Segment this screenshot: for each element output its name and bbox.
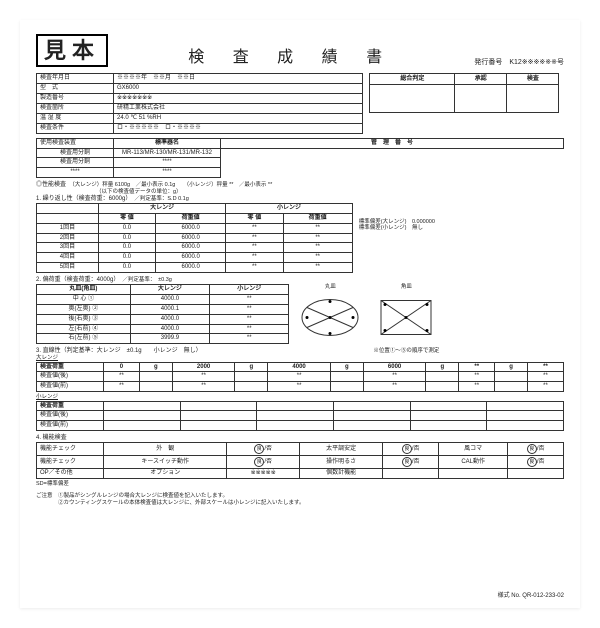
linearity-large-table: 検査荷重0g2000g4000g6000g**g**検査値(後)********… xyxy=(36,362,564,393)
performance-section: ◎性能検査 （大レンジ）秤量 6100g ／最小表示 0.1g （小レンジ）秤量… xyxy=(36,182,564,196)
repeatability-table: 大レンジ小レンジ 零 値荷重値零 値荷重値 1回目0.06000.0****2回… xyxy=(36,203,353,273)
cornerload-title: 2. 偏荷重（検査荷重：4000g） ／判定基準： ±0.3g xyxy=(36,277,564,284)
cornerload-table: 丸皿(角皿)大レンジ小レンジ 中 心 ①4000.0**奥(左奥) ②4000.… xyxy=(36,284,289,344)
caution-note: ご注意 ①製品がシングルレンジの場合大レンジに検査値を記入いたします。 ②カウン… xyxy=(36,493,564,506)
inspection-document: 見本 検 査 成 績 書 発行番号 K12※※※※※※号 検査年月日※※※※年 … xyxy=(20,20,580,608)
sd-note: SD=標準偏差 xyxy=(36,481,564,487)
doc-title: 検 査 成 績 書 xyxy=(120,49,462,67)
issue-number: 発行番号 K12※※※※※※号 xyxy=(474,59,564,67)
repeatability-title: 1. 繰り返し性（検査荷重：6000g） ／判定基準：S.D 0.1g xyxy=(36,196,564,203)
equipment-table: 使用検査装置 標準器名 管 理 番 号 検査用分銅MR-113/MR-130/M… xyxy=(36,138,564,179)
judgement-table: 総合判定 承認 検査 xyxy=(369,73,559,113)
pan-diagram-square: 角皿 ※位置①～⑤の順序で測定 xyxy=(371,284,441,339)
pan-diagram-round: 丸皿 xyxy=(295,284,365,339)
header: 見本 検 査 成 績 書 発行番号 K12※※※※※※号 xyxy=(36,34,564,67)
sd-values: 標準偏差(大レンジ) 0.000000 標準偏差(小レンジ) 無し xyxy=(359,203,435,232)
sample-stamp: 見本 xyxy=(36,34,108,67)
info-table: 検査年月日※※※※年 ※※月 ※※日型 式GX6000製造番号※※※※※※※検査… xyxy=(36,73,363,133)
linearity-small-table: 検査荷重検査値(後)検査値(前) xyxy=(36,401,564,432)
info-block: 検査年月日※※※※年 ※※月 ※※日型 式GX6000製造番号※※※※※※※検査… xyxy=(36,73,564,133)
linearity-title: 3. 直線性（判定基準：大レンジ ±0.1g 小レンジ 無し） xyxy=(36,348,564,355)
functional-table: 機能チェック外 観良/否太平調安定良/否風コマ良/否機能チェックキースイッチ動作… xyxy=(36,442,564,479)
form-number: 様式 No. QR-012-233-02 xyxy=(498,593,564,600)
functional-title: 4. 機能検査 xyxy=(36,435,564,442)
